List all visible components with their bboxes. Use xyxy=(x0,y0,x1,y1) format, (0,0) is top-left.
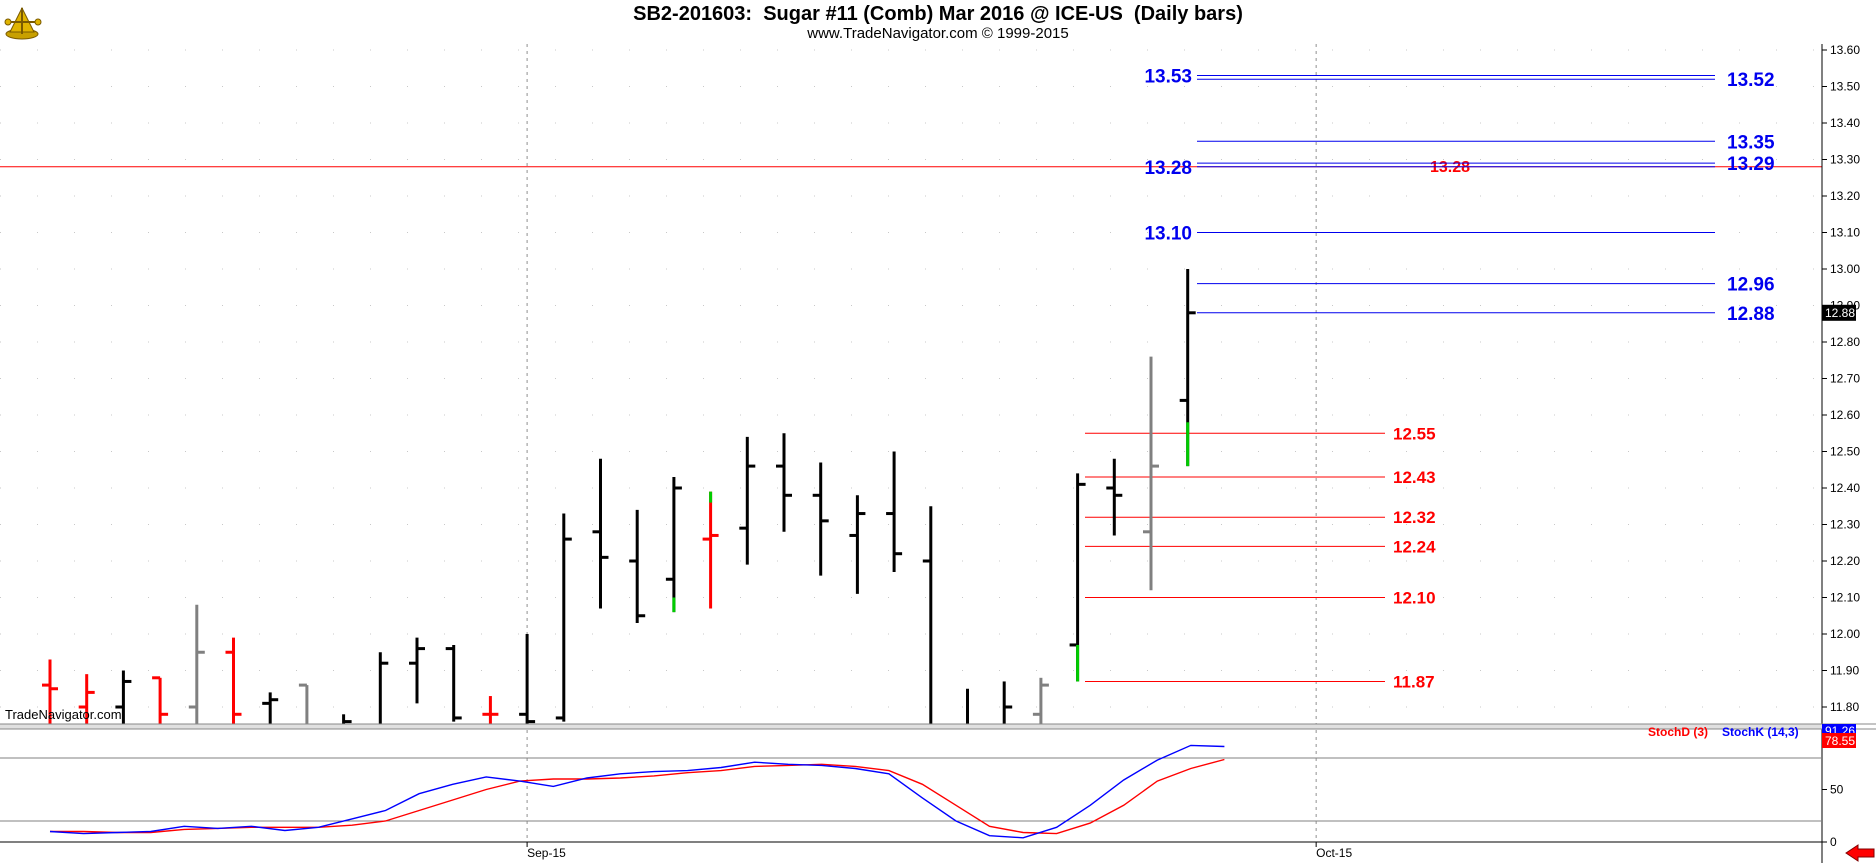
price-pane xyxy=(0,44,1822,724)
price-axis-label: 12.40 xyxy=(1830,481,1860,495)
stoch-k-line xyxy=(49,744,1225,839)
red-level-label: 12.24 xyxy=(1393,537,1436,556)
price-axis-label: 13.00 xyxy=(1830,262,1860,276)
price-axis-label: 12.10 xyxy=(1830,591,1860,605)
stoch-d-value-box xyxy=(1822,733,1856,748)
blue-level-label: 13.52 xyxy=(1727,70,1775,91)
price-axis-label: 13.50 xyxy=(1830,80,1860,94)
price-axis-label: 12.60 xyxy=(1830,408,1860,422)
blue-level-label: 13.10 xyxy=(1144,224,1192,245)
stoch-k-legend: StochK (14,3) xyxy=(1722,725,1799,739)
price-axis-label: 13.60 xyxy=(1830,43,1860,57)
blue-level-label: 13.29 xyxy=(1727,154,1775,175)
scroll-left-arrow-icon[interactable] xyxy=(1845,844,1875,862)
last-price-marker xyxy=(1822,304,1856,321)
price-axis-label: 13.10 xyxy=(1830,226,1860,240)
price-axis-label: 12.30 xyxy=(1830,518,1860,532)
red-level-label: 12.32 xyxy=(1393,508,1436,527)
chart-title: SB2-201603: Sugar #11 (Comb) Mar 2016 @ … xyxy=(633,3,1243,25)
red-level-label: 12.10 xyxy=(1393,589,1436,608)
red-level-label: 11.87 xyxy=(1393,672,1435,691)
price-axis-label: 11.80 xyxy=(1830,700,1859,714)
price-axis-label: 12.80 xyxy=(1830,335,1860,349)
price-axis-label: 12.00 xyxy=(1830,627,1860,641)
blue-level-label: 13.35 xyxy=(1727,132,1775,153)
stoch-d-value: 78.55 xyxy=(1825,734,1855,748)
price-axis-label: 12.50 xyxy=(1830,445,1860,459)
price-axis-label: 13.30 xyxy=(1830,153,1860,167)
blue-level-label: 13.28 xyxy=(1144,158,1192,179)
chart-header: SB2-201603: Sugar #11 (Comb) Mar 2016 @ … xyxy=(0,0,1822,44)
stoch-axis-label: 50 xyxy=(1830,783,1844,797)
price-axis-label: 12.70 xyxy=(1830,372,1860,386)
blue-level-label: 13.53 xyxy=(1144,67,1192,88)
trade-navigator-logo[interactable] xyxy=(4,4,44,42)
last-price-label: 12.88 xyxy=(1825,306,1855,320)
blue-level-label: 12.96 xyxy=(1727,275,1775,296)
pane-separator xyxy=(0,724,1822,729)
x-axis-label: Oct-15 xyxy=(1316,846,1352,860)
price-axis-label: 11.90 xyxy=(1830,664,1859,678)
stoch-axis-label: 0 xyxy=(1830,835,1837,849)
chart-subtitle: www.TradeNavigator.com © 1999-2015 xyxy=(807,25,1069,42)
price-axis-label: 13.20 xyxy=(1830,189,1860,203)
red-level-label: 12.55 xyxy=(1393,424,1436,443)
watermark: TradeNavigator.com xyxy=(5,707,122,722)
red-level-label: 12.43 xyxy=(1393,468,1436,487)
stoch-d-legend: StochD (3) xyxy=(1648,725,1708,739)
blue-level-label: 12.88 xyxy=(1727,304,1775,325)
price-axis-label: 12.20 xyxy=(1830,554,1860,568)
x-axis-label: Sep-15 xyxy=(527,846,566,860)
price-axis-label: 13.40 xyxy=(1830,116,1860,130)
stoch-d-line xyxy=(50,758,1225,835)
